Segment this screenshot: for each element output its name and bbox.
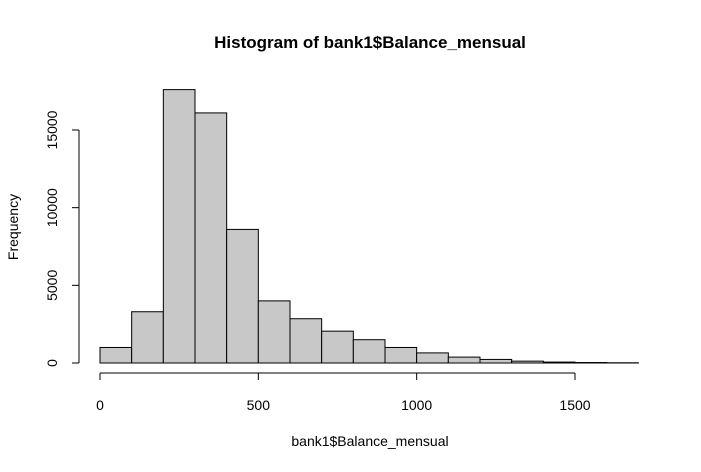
histogram-bar <box>479 358 513 364</box>
bars-group <box>99 89 639 364</box>
x-tick-label: 0 <box>96 397 104 413</box>
histogram-bar <box>416 352 449 364</box>
x-tick-label: 1000 <box>401 397 432 413</box>
x-axis: 0 500 1000 1500 <box>96 372 591 413</box>
histogram-bar <box>162 89 196 364</box>
histogram-bar <box>99 346 133 364</box>
histogram-bar <box>289 318 323 364</box>
histogram-bar <box>511 360 544 364</box>
histogram-bar <box>542 361 576 364</box>
x-tick-label: 500 <box>247 397 271 413</box>
histogram-bar <box>257 300 291 364</box>
y-tick-label: 10000 <box>44 188 60 227</box>
histogram-bar <box>194 112 228 364</box>
x-axis-label: bank1$Balance_mensual <box>291 433 448 449</box>
y-axis: 0 5000 10000 15000 <box>44 110 80 367</box>
histogram-bar <box>226 228 259 364</box>
y-tick-label: 0 <box>44 359 60 367</box>
y-tick-label: 5000 <box>44 270 60 301</box>
histogram-bar <box>321 330 354 364</box>
histogram-bar <box>131 311 164 364</box>
histogram-bar <box>352 339 386 364</box>
histogram-bar <box>384 346 418 364</box>
y-axis-label: Frequency <box>5 194 21 260</box>
x-tick-label: 1500 <box>559 397 590 413</box>
chart-title: Histogram of bank1$Balance_mensual <box>214 33 526 52</box>
histogram-bar <box>447 356 481 364</box>
y-tick-label: 15000 <box>44 110 60 149</box>
